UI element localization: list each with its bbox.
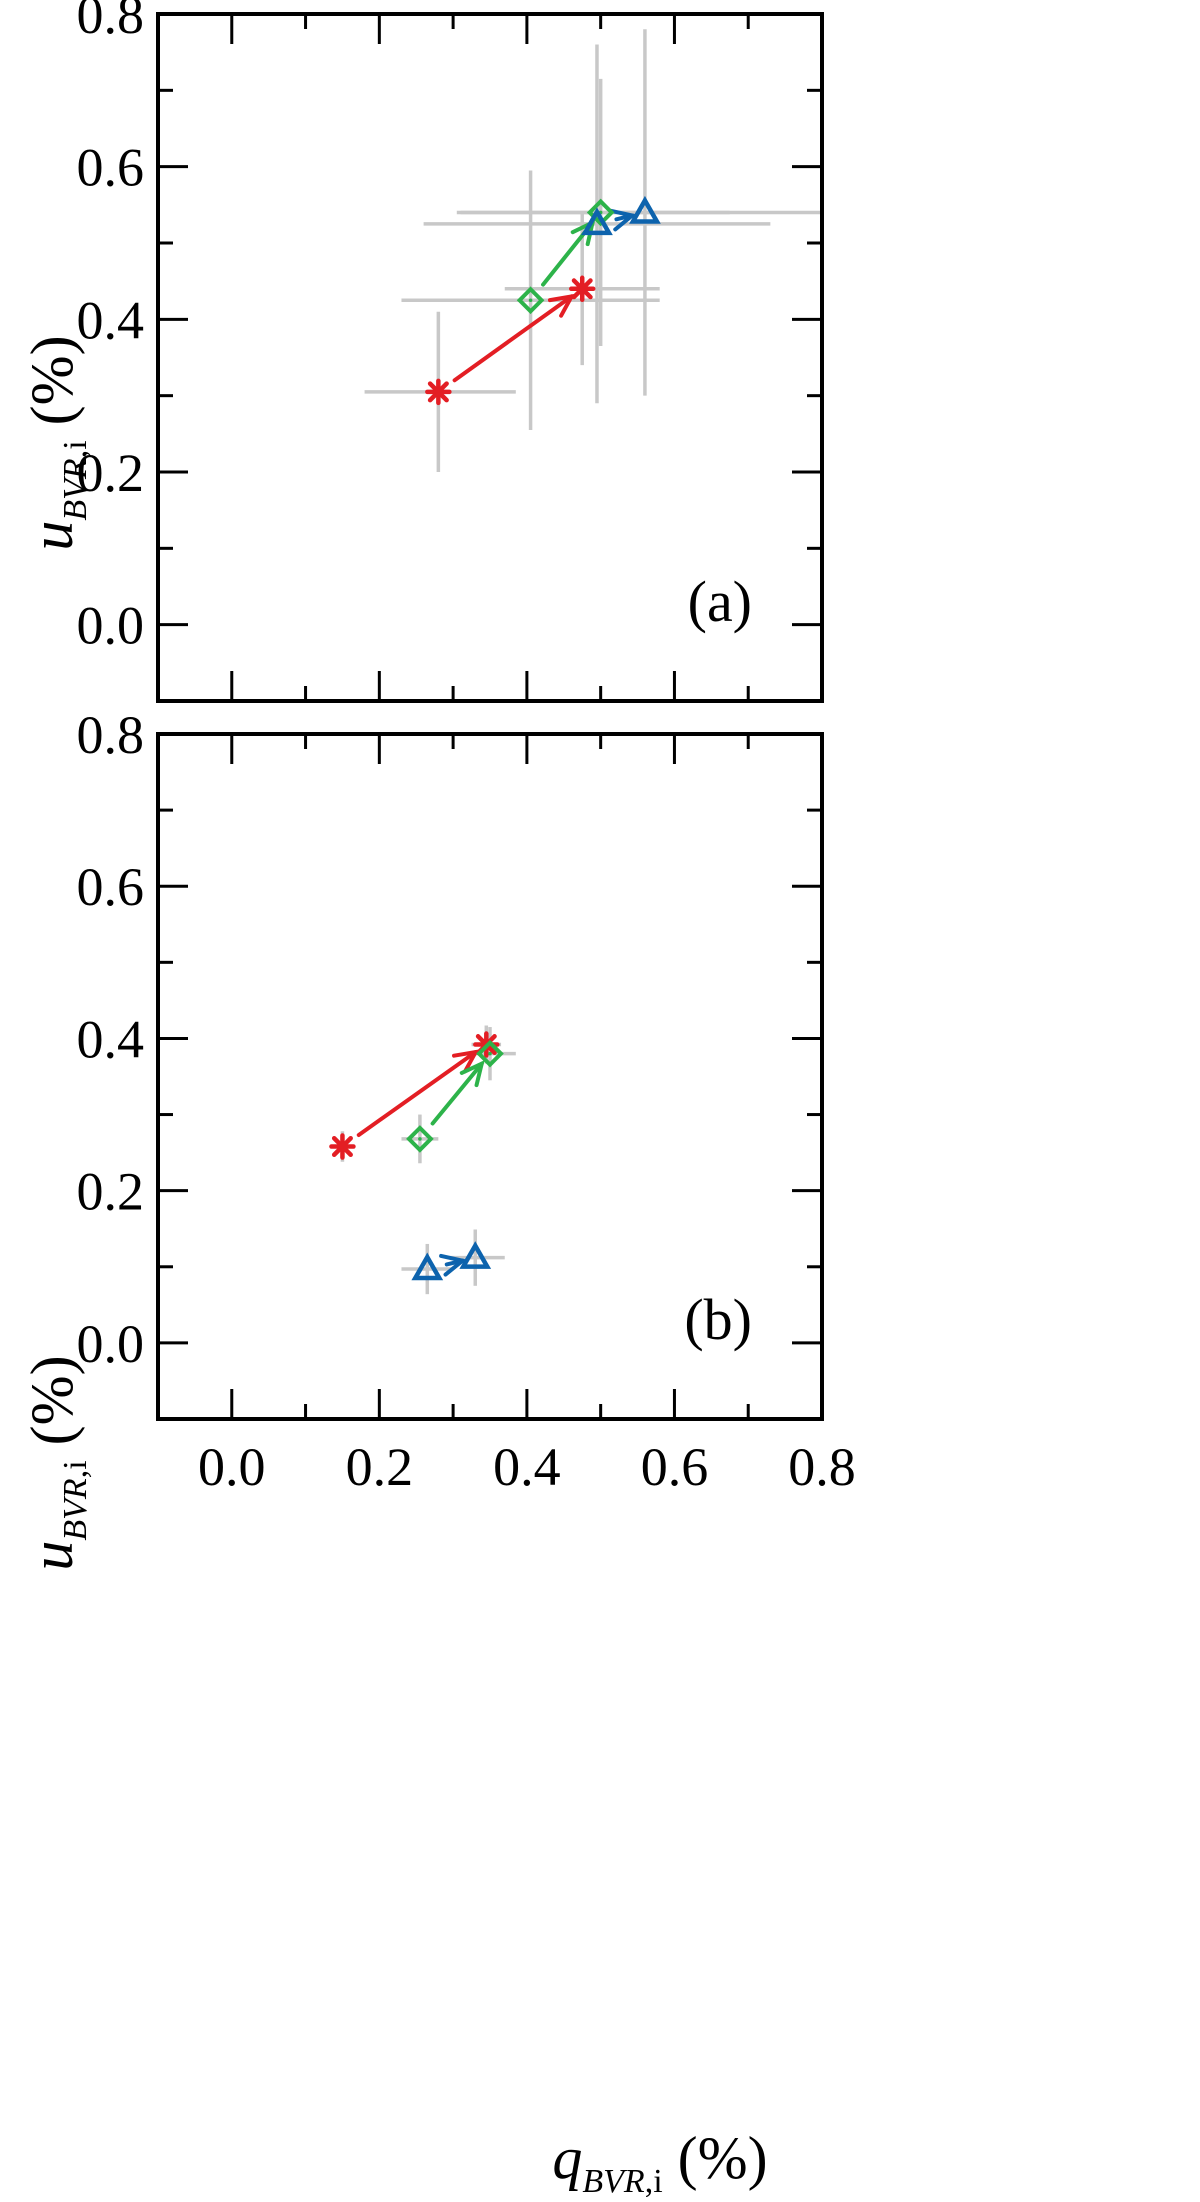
marker-b-diamond-1-shape bbox=[476, 1039, 504, 1068]
ytick-label-a-3: 0.6 bbox=[77, 138, 145, 198]
ticks-a bbox=[156, 12, 824, 703]
ytick-label-b-3: 0.6 bbox=[77, 857, 145, 917]
ytick-label-a-0: 0.0 bbox=[77, 596, 145, 656]
arrow-b-asterisk-0-head bbox=[452, 1049, 480, 1074]
panel-a: 0.0 0.2 0.4 0.6 0.8 (a) bbox=[77, 0, 824, 703]
marker-b-diamond-1 bbox=[476, 1039, 504, 1068]
marker-b-triangle-0-shape bbox=[411, 1252, 444, 1281]
y-axis-sub-roman-b: ,i bbox=[57, 1460, 94, 1478]
marker-b-diamond-1-dot bbox=[488, 1051, 492, 1056]
arrow-b-diamond-0-shaft bbox=[430, 1061, 484, 1126]
xtick-label-b-2: 0.4 bbox=[493, 1437, 561, 1497]
plot-area-a bbox=[364, 29, 822, 472]
marker-a-triangle-1-shape bbox=[629, 195, 661, 224]
marker-a-asterisk-1-stroke-3 bbox=[571, 278, 593, 300]
marker-b-triangle-1 bbox=[459, 1241, 492, 1269]
marker-a-triangle-0-shape bbox=[581, 207, 613, 236]
errorbar-b-triangle-0 bbox=[401, 1243, 454, 1295]
x-axis-sub-roman: ,i bbox=[645, 2163, 663, 2197]
ytick-label-a-1: 0.2 bbox=[77, 443, 145, 503]
marker-a-asterisk-1 bbox=[568, 275, 596, 303]
x-axis-title: qBVR,i (%) bbox=[552, 2125, 767, 2197]
ytick-label-b-1: 0.2 bbox=[77, 1162, 145, 1222]
errorbar-a-triangle-0 bbox=[423, 44, 771, 404]
marker-b-triangle-0 bbox=[411, 1252, 444, 1281]
plot-area-b bbox=[329, 1025, 516, 1295]
frame-a bbox=[156, 12, 824, 703]
ytick-label-b-4: 0.8 bbox=[77, 705, 145, 765]
marker-a-diamond-0-shape bbox=[516, 286, 545, 315]
y-axis-var-b: u bbox=[19, 1541, 85, 1571]
arrow-b-asterisk-0 bbox=[356, 1049, 480, 1137]
marker-a-diamond-1-shape bbox=[586, 198, 615, 227]
arrow-a-asterisk-0 bbox=[452, 293, 576, 383]
marker-a-diamond-0-dot bbox=[528, 298, 533, 303]
arrow-b-triangle-0 bbox=[439, 1253, 468, 1277]
xtick-label-b-3: 0.6 bbox=[641, 1437, 709, 1497]
errorbar-b-triangle-1 bbox=[449, 1229, 505, 1286]
errorbar-a-triangle-1 bbox=[460, 29, 822, 396]
ticks-b bbox=[156, 732, 824, 1421]
x-axis-sub: BVR bbox=[582, 2163, 645, 2197]
marker-a-diamond-0 bbox=[516, 286, 545, 315]
arrow-b-diamond-0 bbox=[430, 1060, 485, 1126]
marker-b-diamond-0 bbox=[406, 1125, 434, 1153]
y-axis-sub-a: BVR bbox=[57, 458, 94, 521]
xtick-label-b-1: 0.2 bbox=[346, 1437, 414, 1497]
ytick-label-a-4: 0.8 bbox=[77, 0, 145, 45]
panel-label-a: (a) bbox=[688, 569, 752, 634]
y-axis-title-a: uBVR,i (%) bbox=[19, 335, 94, 550]
arrow-a-asterisk-0-head bbox=[547, 293, 576, 318]
panel-label-b: (b) bbox=[684, 1287, 752, 1352]
ytick-label-a-2: 0.4 bbox=[77, 290, 145, 350]
marker-a-asterisk-0 bbox=[425, 378, 452, 406]
y-axis-var-a: u bbox=[19, 521, 85, 551]
marker-b-diamond-0-shape bbox=[406, 1125, 434, 1153]
xtick-label-b-4: 0.8 bbox=[788, 1437, 856, 1497]
ytick-label-b-0: 0.0 bbox=[77, 1314, 145, 1374]
marker-b-diamond-0-dot bbox=[418, 1137, 422, 1141]
arrow-b-diamond-0-head bbox=[459, 1060, 485, 1088]
marker-b-asterisk-0-stroke-3 bbox=[331, 1136, 353, 1158]
panel-b: 0.0 0.2 0.4 0.6 0.8 0.0 0.2 0.4 0.6 0.8 (b) bbox=[77, 705, 856, 1497]
ytick-label-b-2: 0.4 bbox=[77, 1009, 145, 1069]
x-axis-unit: (%) bbox=[663, 2125, 768, 2191]
y-axis-title-b: uBVR,i (%) bbox=[19, 1355, 94, 1570]
y-axis-unit-b: (%) bbox=[19, 1355, 85, 1460]
y-axis-sub-b: BVR bbox=[57, 1478, 94, 1541]
frame-b bbox=[156, 732, 824, 1421]
arrow-b-asterisk-0-shaft bbox=[356, 1050, 478, 1137]
arrow-a-asterisk-0-shaft bbox=[452, 294, 574, 383]
marker-a-asterisk-0-stroke-3 bbox=[427, 381, 449, 403]
y-axis-unit-a: (%) bbox=[19, 335, 85, 440]
marker-b-triangle-1-shape bbox=[459, 1241, 492, 1269]
arrow-a-triangle-0-head bbox=[608, 208, 637, 232]
y-axis-sub-roman-a: ,i bbox=[57, 440, 94, 458]
xtick-label-b-0: 0.0 bbox=[198, 1437, 266, 1497]
arrow-a-triangle-0 bbox=[608, 208, 637, 232]
x-axis-var: q bbox=[552, 2125, 582, 2191]
marker-b-asterisk-0 bbox=[329, 1133, 356, 1160]
marker-a-triangle-0 bbox=[581, 207, 613, 236]
arrow-b-triangle-0-head bbox=[439, 1253, 468, 1277]
marker-a-triangle-1 bbox=[629, 195, 661, 224]
